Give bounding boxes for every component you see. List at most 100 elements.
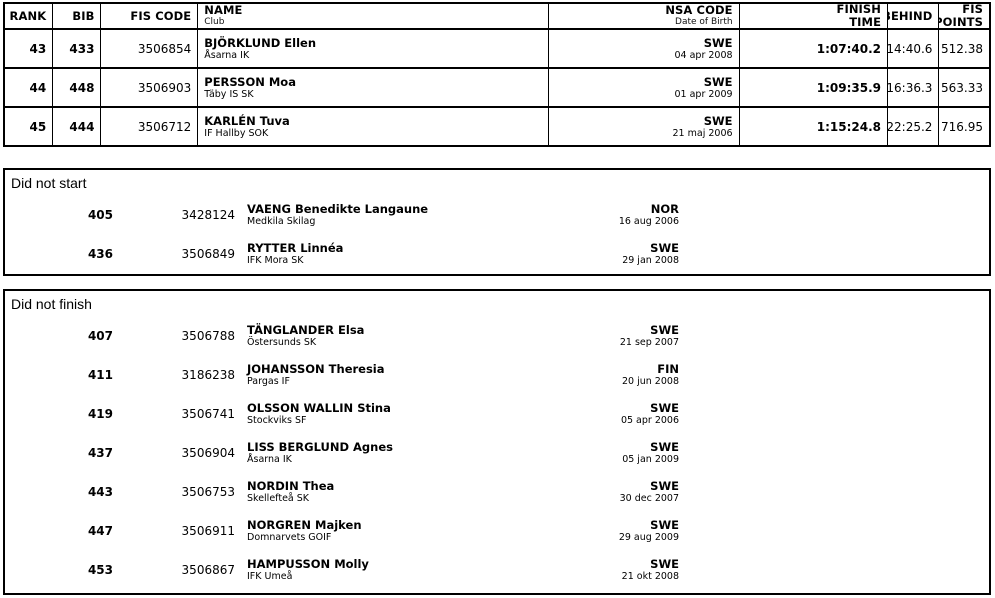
list-item: 411 3186238 JOHANSSON Theresia Pargas IF FIN…	[5, 355, 989, 394]
cell-spacer	[685, 234, 989, 273]
list-item: 419 3506741 OLSSON WALLIN Stina Stockviks S…	[5, 394, 989, 433]
column-header-behind-label: BEHIND	[888, 8, 933, 23]
behind-value: 16:36.3	[888, 80, 933, 95]
cell-fis-code: 3506788	[119, 316, 241, 355]
cell-name: NORGREN Majken Domnarvets GOIF	[241, 511, 481, 550]
cell-finish-time: 1:07:40.2	[740, 30, 889, 67]
cell-fis-points: 563.33	[939, 69, 989, 106]
cell-spacer	[685, 355, 989, 394]
fis-code-value: 3506911	[181, 523, 235, 538]
cell-rank: 43	[5, 30, 54, 67]
fis-points-value: 716.95	[941, 119, 983, 134]
fis-points-value: 563.33	[941, 80, 983, 95]
athlete-name: TÄNGLANDER Elsa	[247, 322, 365, 337]
cell-rank-empty	[5, 433, 57, 472]
club-name: Pargas IF	[247, 375, 290, 387]
cell-fis-code: 3506741	[119, 394, 241, 433]
behind-value: 14:40.6	[888, 41, 933, 56]
bib-value: 444	[69, 119, 95, 134]
cell-nsa-code: SWE 30 dec 2007	[481, 472, 685, 511]
column-header-finish-label: FINISH	[836, 4, 882, 16]
cell-behind: 22:25.2	[888, 108, 940, 145]
bib-value: 411	[87, 367, 113, 382]
fis-code-value: 3506904	[181, 445, 235, 460]
column-header-dob-label: Date of Birth	[675, 17, 733, 27]
cell-bib: 419	[57, 394, 119, 433]
club-name: Skellefteå SK	[247, 492, 310, 504]
cell-rank-empty	[5, 355, 57, 394]
cell-rank-empty	[5, 550, 57, 589]
cell-name: BJÖRKLUND Ellen Åsarna IK	[198, 30, 549, 67]
cell-rank-empty	[5, 316, 57, 355]
date-of-birth-value: 21 okt 2008	[621, 570, 679, 582]
date-of-birth-value: 01 apr 2009	[674, 88, 733, 100]
cell-fis-points: 512.38	[939, 30, 989, 67]
nsa-code-value: SWE	[650, 556, 679, 571]
did-not-finish-body: 407 3506788 TÄNGLANDER Elsa Östersunds SK SW…	[5, 316, 989, 589]
club-name: IFK Mora SK	[247, 254, 304, 266]
date-of-birth-value: 21 maj 2006	[672, 127, 733, 139]
column-header-name-label: NAME	[204, 4, 243, 17]
bib-value: 436	[87, 246, 113, 261]
date-of-birth-value: 29 jan 2008	[622, 254, 679, 266]
cell-bib: 407	[57, 316, 119, 355]
list-item: 405 3428124 VAENG Benedikte Langaune Medkil…	[5, 195, 989, 234]
cell-nsa-code: SWE 21 okt 2008	[481, 550, 685, 589]
cell-spacer	[685, 550, 989, 589]
cell-rank-empty	[5, 394, 57, 433]
fis-code-value: 3506903	[137, 80, 192, 95]
cell-spacer	[685, 511, 989, 550]
nsa-code-value: NOR	[650, 201, 679, 216]
club-name: Åsarna IK	[204, 49, 250, 61]
behind-value: 22:25.2	[888, 119, 933, 134]
cell-name: NORDIN Thea Skellefteå SK	[241, 472, 481, 511]
club-name: Medkila Skilag	[247, 215, 316, 227]
bib-value: 437	[87, 445, 113, 460]
bib-value: 407	[87, 328, 113, 343]
fis-points-value: 512.38	[941, 41, 983, 56]
column-header-name: NAME Club	[198, 4, 549, 28]
did-not-start-body: 405 3428124 VAENG Benedikte Langaune Medkil…	[5, 195, 989, 273]
column-header-fis-code: FIS CODE	[101, 4, 199, 28]
cell-finish-time: 1:15:24.8	[740, 108, 889, 145]
list-item: 407 3506788 TÄNGLANDER Elsa Östersunds SK SW…	[5, 316, 989, 355]
cell-bib: 436	[57, 234, 119, 273]
table-row: 43 433 3506854 BJÖRKLUND Ellen Åsarna IK SWE 0…	[3, 30, 991, 69]
club-name: IF Hallby SOK	[204, 127, 269, 139]
club-name: Domnarvets GOIF	[247, 531, 332, 543]
bib-value: 453	[87, 562, 113, 577]
date-of-birth-value: 16 aug 2006	[618, 215, 679, 227]
nsa-code-value: SWE	[650, 478, 679, 493]
did-not-finish-title: Did not finish	[11, 296, 92, 312]
cell-nsa-code: NOR 16 aug 2006	[481, 195, 685, 234]
fis-code-value: 3506753	[181, 484, 235, 499]
list-item: 443 3506753 NORDIN Thea Skellefteå SK SWE 30 …	[5, 472, 989, 511]
column-header-points-label: POINTS	[939, 15, 983, 29]
cell-spacer	[685, 195, 989, 234]
nsa-code-value: SWE	[650, 517, 679, 532]
cell-fis-code: 3506753	[119, 472, 241, 511]
cell-finish-time: 1:09:35.9	[740, 69, 889, 106]
rank-value: 44	[29, 80, 47, 95]
cell-bib: 447	[57, 511, 119, 550]
column-header-nsa-code: NSA CODE Date of Birth	[549, 4, 740, 28]
date-of-birth-value: 04 apr 2008	[674, 49, 733, 61]
list-item: 447 3506911 NORGREN Majken Domnarvets GOIF S…	[5, 511, 989, 550]
cell-fis-code: 3428124	[119, 195, 241, 234]
rank-value: 45	[29, 119, 47, 134]
nsa-code-value: SWE	[650, 439, 679, 454]
cell-bib: 453	[57, 550, 119, 589]
cell-spacer	[685, 472, 989, 511]
did-not-start-panel: Did not start 405 3428124 VAENG Benedikte …	[3, 168, 991, 276]
finish-time-value: 1:07:40.2	[816, 41, 882, 56]
cell-fis-code: 3506849	[119, 234, 241, 273]
cell-name: HAMPUSSON Molly IFK Umeå	[241, 550, 481, 589]
finish-time-value: 1:09:35.9	[816, 80, 882, 95]
fis-code-value: 3506854	[137, 41, 192, 56]
cell-nsa-code: SWE 04 apr 2008	[549, 30, 740, 67]
cell-name: TÄNGLANDER Elsa Östersunds SK	[241, 316, 481, 355]
column-header-behind: BEHIND	[888, 4, 940, 28]
athlete-name: HAMPUSSON Molly	[247, 556, 369, 571]
cell-fis-code: 3186238	[119, 355, 241, 394]
